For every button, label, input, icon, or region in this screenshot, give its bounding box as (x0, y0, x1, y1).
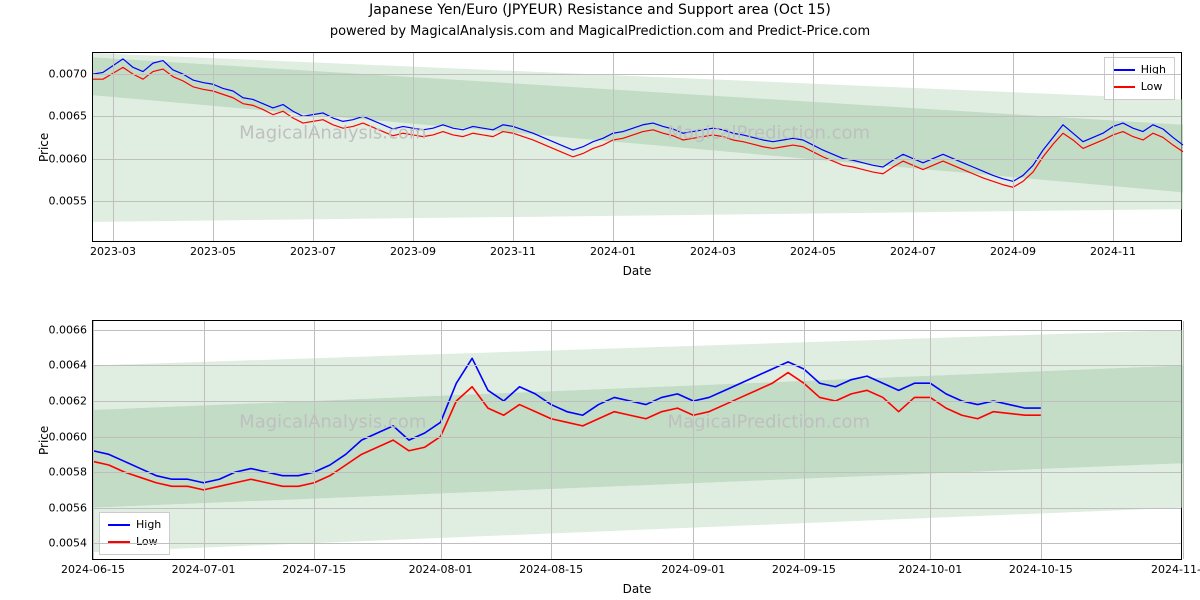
gridline-v (913, 53, 914, 241)
gridline-h (93, 116, 1181, 117)
xtick-label: 2024-11 (1090, 245, 1136, 258)
ytick-label: 0.0055 (49, 194, 88, 207)
legend-label-high: High (1141, 62, 1166, 79)
ytick-label: 0.0062 (49, 395, 88, 408)
ytick-label: 0.0060 (49, 152, 88, 165)
xtick-label: 2023-03 (90, 245, 136, 258)
gridline-v (613, 53, 614, 241)
x-axis-label-2: Date (92, 582, 1182, 596)
xtick-label: 2024-09-01 (661, 563, 725, 576)
gridline-v (313, 53, 314, 241)
ytick-label: 0.0060 (49, 430, 88, 443)
legend-label-low: Low (1141, 79, 1163, 96)
gridline-v (513, 53, 514, 241)
panel-short-range: High Low 0.00540.00560.00580.00600.00620… (92, 320, 1182, 560)
legend-entry-high: High (1113, 62, 1166, 79)
gridline-v (1113, 53, 1114, 241)
xtick-label: 2024-10-15 (1009, 563, 1073, 576)
gridline-v (93, 321, 94, 559)
xtick-label: 2024-09-15 (772, 563, 836, 576)
gridline-v (713, 53, 714, 241)
panel-long-range: High Low 0.00550.00600.00650.00702023-03… (92, 52, 1182, 242)
chart-title: Japanese Yen/Euro (JPYEUR) Resistance an… (0, 2, 1200, 18)
gridline-h (93, 365, 1181, 366)
gridline-h (93, 472, 1181, 473)
legend-label-high: High (136, 517, 161, 534)
ytick-label: 0.0056 (49, 501, 88, 514)
gridline-h (93, 401, 1181, 402)
gridline-h (93, 74, 1181, 75)
gridline-h (93, 201, 1181, 202)
legend-swatch-high (108, 524, 130, 526)
gridline-h (93, 508, 1181, 509)
legend-entry-low: Low (1113, 79, 1166, 96)
gridline-h (93, 437, 1181, 438)
gridline-v (213, 53, 214, 241)
y-axis-label-1: Price (37, 133, 51, 162)
figure: Japanese Yen/Euro (JPYEUR) Resistance an… (0, 0, 1200, 600)
gridline-v (693, 321, 694, 559)
legend-short-range: High Low (99, 512, 170, 555)
gridline-v (113, 53, 114, 241)
legend-entry-high: High (108, 517, 161, 534)
legend-label-low: Low (136, 534, 158, 551)
xtick-label: 2023-05 (190, 245, 236, 258)
ytick-label: 0.0054 (49, 537, 88, 550)
xtick-label: 2024-09 (990, 245, 1036, 258)
ytick-label: 0.0066 (49, 323, 88, 336)
xtick-label: 2024-05 (790, 245, 836, 258)
gridline-v (204, 321, 205, 559)
xtick-label: 2024-08-15 (519, 563, 583, 576)
gridline-v (1013, 53, 1014, 241)
gridline-v (930, 321, 931, 559)
y-axis-label-2: Price (37, 426, 51, 455)
legend-swatch-high (1113, 69, 1135, 71)
gridline-v (1183, 321, 1184, 559)
gridline-v (813, 53, 814, 241)
xtick-label: 2024-01 (590, 245, 636, 258)
xtick-label: 2024-07-01 (172, 563, 236, 576)
x-axis-label-1: Date (92, 264, 1182, 278)
gridline-h (93, 330, 1181, 331)
xtick-label: 2024-11-01 (1151, 563, 1200, 576)
legend-swatch-low (1113, 86, 1135, 88)
plot-short-range (93, 321, 1183, 561)
gridline-v (551, 321, 552, 559)
xtick-label: 2024-08-01 (409, 563, 473, 576)
gridline-h (93, 159, 1181, 160)
xtick-label: 2024-07 (890, 245, 936, 258)
xtick-label: 2023-09 (390, 245, 436, 258)
xtick-label: 2024-03 (690, 245, 736, 258)
gridline-v (314, 321, 315, 559)
ytick-label: 0.0064 (49, 359, 88, 372)
gridline-h (93, 543, 1181, 544)
xtick-label: 2023-11 (490, 245, 536, 258)
gridline-v (441, 321, 442, 559)
ytick-label: 0.0058 (49, 466, 88, 479)
ytick-label: 0.0070 (49, 68, 88, 81)
gridline-v (1041, 321, 1042, 559)
legend-long-range: High Low (1104, 57, 1175, 100)
xtick-label: 2024-07-15 (282, 563, 346, 576)
xtick-label: 2023-07 (290, 245, 336, 258)
xtick-label: 2024-10-01 (898, 563, 962, 576)
gridline-v (804, 321, 805, 559)
legend-entry-low: Low (108, 534, 161, 551)
plot-long-range (93, 53, 1183, 243)
xtick-label: 2024-06-15 (61, 563, 125, 576)
chart-subtitle: powered by MagicalAnalysis.com and Magic… (0, 24, 1200, 39)
ytick-label: 0.0065 (49, 110, 88, 123)
gridline-v (413, 53, 414, 241)
